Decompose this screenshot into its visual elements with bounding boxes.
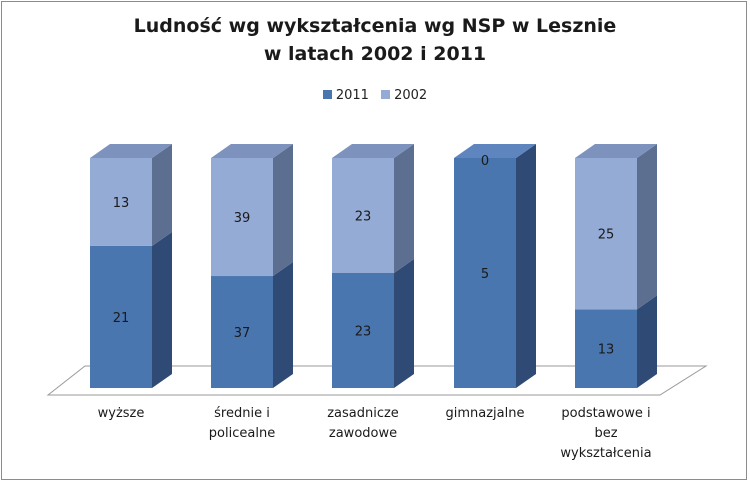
category-label-podstawowe-i-bez-wykształcenia: podstawowe i xyxy=(561,406,650,421)
bar-2002-podstawowe-i-bez-wykształcenia xyxy=(575,158,637,310)
category-labels: wyższe średnie i policealne zasadnicze zawod… xyxy=(98,406,652,461)
bar-2011-średnie-i-policealne xyxy=(211,276,273,388)
bar-top-gimnazjalne xyxy=(454,144,536,158)
category-label-średnie-i-policealne: policealne xyxy=(209,426,275,441)
bar-2002-zasadnicze-zawodowe xyxy=(332,158,394,273)
data-label-2011-średnie-i-policealne: 37 xyxy=(234,326,251,341)
category-label-podstawowe-i-bez-wykształcenia: bez xyxy=(594,426,617,441)
legend-item-2002: 2002 xyxy=(381,88,427,103)
bar-top-średnie-i-policealne xyxy=(211,144,293,158)
data-label-2002-średnie-i-policealne: 39 xyxy=(234,211,251,226)
legend-label-2002: 2002 xyxy=(394,88,428,103)
bar-2002-wyższe xyxy=(90,158,152,246)
bar-top-podstawowe-i-bez-wykształcenia xyxy=(575,144,657,158)
bar-2002-średnie-i-policealne xyxy=(211,158,273,277)
bar-side-2011-gimnazjalne xyxy=(516,144,536,388)
category-label-wyższe: wyższe xyxy=(98,406,145,421)
data-label-2002-podstawowe-i-bez-wykształcenia: 25 xyxy=(598,228,615,243)
data-label-2011-podstawowe-i-bez-wykształcenia: 13 xyxy=(598,343,615,358)
data-label-2002-zasadnicze-zawodowe: 23 xyxy=(355,210,372,225)
bar-side-2002-podstawowe-i-bez-wykształcenia xyxy=(637,144,657,310)
category-label-zasadnicze-zawodowe: zasadnicze xyxy=(327,406,399,421)
data-label-2011-zasadnicze-zawodowe: 23 xyxy=(355,325,372,340)
bar-side-2002-zasadnicze-zawodowe xyxy=(394,144,414,273)
category-label-gimnazjalne: gimnazjalne xyxy=(446,406,525,421)
legend-item-2011: 2011 xyxy=(322,88,369,103)
category-label-podstawowe-i-bez-wykształcenia: wykształcenia xyxy=(560,446,651,461)
chart-title-line-1: Ludność wg wykształcenia wg NSP w Leszni… xyxy=(133,15,617,37)
bar-side-2011-wyższe xyxy=(152,231,172,388)
bar-side-2011-podstawowe-i-bez-wykształcenia xyxy=(637,295,657,388)
legend-swatch-2002 xyxy=(381,90,391,99)
legend-swatch-2011 xyxy=(322,90,332,99)
data-label-2011-gimnazjalne: 5 xyxy=(481,267,489,282)
bar-2011-podstawowe-i-bez-wykształcenia xyxy=(575,309,637,388)
data-label-2002-gimnazjalne: 0 xyxy=(481,154,489,169)
chart-title-line-2: w latach 2002 i 2011 xyxy=(263,43,487,65)
bar-2011-wyższe xyxy=(90,245,152,388)
bar-2011-zasadnicze-zawodowe xyxy=(332,273,394,388)
category-label-zasadnicze-zawodowe: zawodowe xyxy=(329,426,397,441)
bar-side-2002-średnie-i-policealne xyxy=(273,144,293,277)
bars-group: 21 13 37 39 23 23 5 0 13 25 xyxy=(90,144,657,388)
legend-label-2011: 2011 xyxy=(335,88,369,103)
bar-side-2011-zasadnicze-zawodowe xyxy=(394,259,414,388)
bar-top-zasadnicze-zawodowe xyxy=(332,144,414,158)
data-label-2011-wyższe: 21 xyxy=(113,311,130,326)
legend: 2011 2002 xyxy=(0,88,750,103)
bar-2011-gimnazjalne xyxy=(454,158,516,388)
category-label-średnie-i-policealne: średnie i xyxy=(214,406,270,421)
bar-side-2011-średnie-i-policealne xyxy=(273,262,293,388)
chart-title: Ludność wg wykształcenia wg NSP w Leszni… xyxy=(0,12,750,68)
data-label-2002-wyższe: 13 xyxy=(113,196,130,211)
bar-top-wyższe xyxy=(90,144,172,158)
bar-side-2002-wyższe xyxy=(152,144,172,246)
